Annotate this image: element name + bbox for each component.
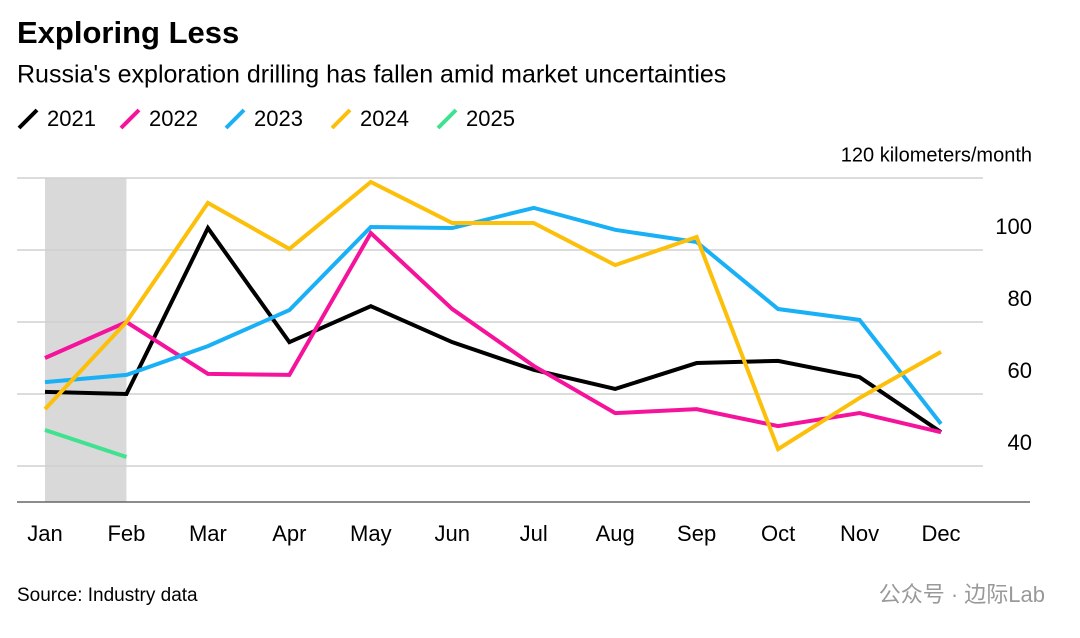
legend-label: 2024 <box>360 106 409 131</box>
x-tick-label: May <box>350 521 392 546</box>
legend-swatch <box>224 108 246 130</box>
series-line <box>44 205 943 426</box>
chart-title: Exploring Less <box>17 15 239 50</box>
series-line <box>44 224 943 434</box>
x-tick-label: Jun <box>435 521 470 546</box>
y-tick-label: 120 kilometers/month <box>841 144 1032 166</box>
x-tick-label: Apr <box>272 521 306 546</box>
series-line <box>44 428 128 459</box>
y-tick-label: 40 <box>1008 430 1032 455</box>
x-tick-label: Oct <box>761 521 795 546</box>
source: Source: Industry data <box>17 585 198 606</box>
x-tick-label: Mar <box>189 521 227 546</box>
x-tick-label: Nov <box>840 521 879 546</box>
x-tick-label: Jul <box>520 521 548 546</box>
legend-label: 2023 <box>254 106 303 131</box>
watermark: 公众号 · 边际Lab <box>879 582 1045 607</box>
legend-swatch <box>436 108 458 130</box>
x-tick-label: Sep <box>677 521 716 546</box>
series-line <box>44 229 942 435</box>
legend-label: 2025 <box>466 106 515 131</box>
series-line <box>43 179 942 453</box>
x-tick-label: Feb <box>107 521 145 546</box>
legend-label: 2022 <box>149 106 198 131</box>
y-tick-label: 80 <box>1008 286 1032 311</box>
legend-swatch <box>119 108 141 130</box>
legend-swatch <box>330 108 352 130</box>
y-tick-label: 100 <box>995 214 1032 239</box>
legend-label: 2021 <box>47 106 96 131</box>
x-tick-label: Aug <box>596 521 635 546</box>
chart-subtitle: Russia's exploration drilling has fallen… <box>17 61 726 89</box>
x-tick-label: Dec <box>921 521 960 546</box>
legend-swatch <box>17 108 39 130</box>
y-tick-label: 60 <box>1008 358 1032 383</box>
x-tick-label: Jan <box>27 521 62 546</box>
